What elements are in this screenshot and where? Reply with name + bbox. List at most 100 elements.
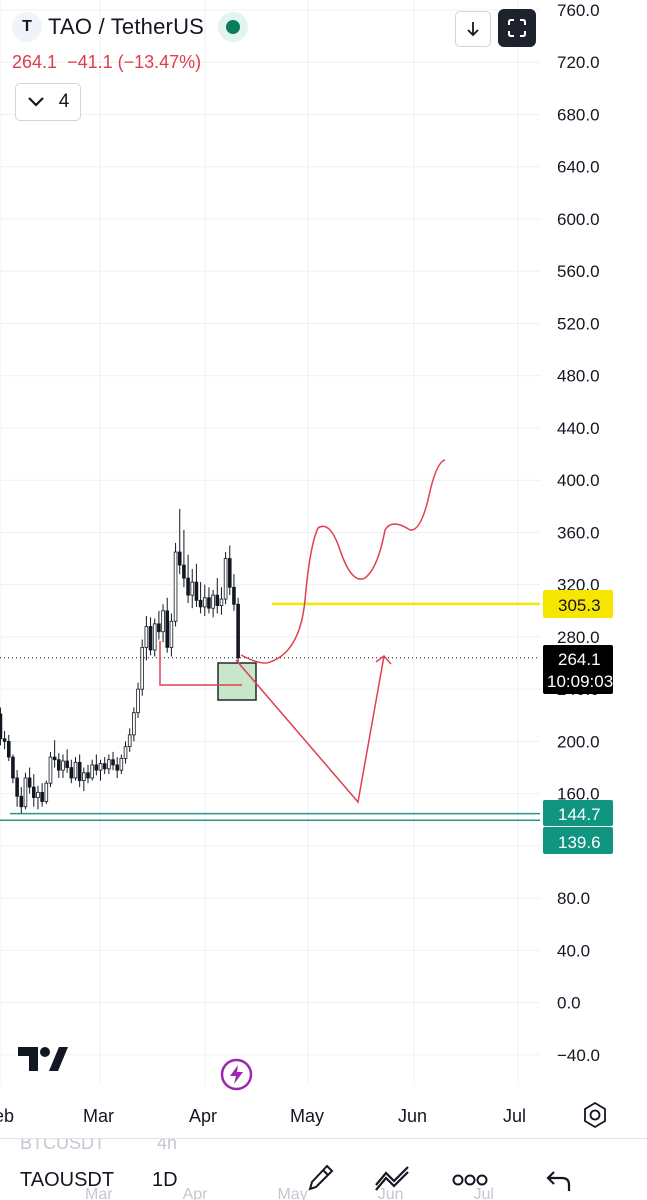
chart-grid — [0, 0, 540, 1085]
candle-body — [102, 763, 107, 770]
candle-body — [194, 581, 199, 601]
candle-body — [2, 738, 7, 742]
candle-body — [11, 756, 15, 779]
time-axis-tick: Jul — [503, 1106, 526, 1126]
candle-body — [223, 558, 228, 600]
price-axis-tick: 440.0 — [557, 419, 600, 438]
candle-body — [127, 734, 132, 748]
time-axis: eb Mar Apr May Jun Jul — [0, 1106, 526, 1126]
price-axis-tick: 160.0 — [557, 785, 600, 804]
symbol-title[interactable]: TAO / TetherUS — [48, 14, 205, 39]
fullscreen-button[interactable] — [498, 9, 536, 47]
candle-body — [157, 623, 161, 633]
price-axis-tick: 560.0 — [557, 262, 600, 281]
candle-body — [90, 764, 94, 779]
candle-body — [148, 626, 153, 651]
time-axis-tick: May — [290, 1106, 324, 1126]
candle-body — [61, 760, 65, 771]
ghost-month: Jun — [377, 1186, 404, 1200]
candle-body — [57, 759, 61, 771]
candle-body — [111, 759, 115, 766]
candle-body — [186, 577, 190, 596]
ghost-month: Apr — [182, 1186, 208, 1200]
symbol-selector-button[interactable]: TAOUSDT — [20, 1169, 115, 1191]
ghost-time-axis: Mar Apr May Jun Jul — [85, 1186, 494, 1200]
candle-body — [144, 626, 149, 648]
price-axis-tick: 520.0 — [557, 314, 600, 333]
price-axis-tick: 720.0 — [557, 53, 600, 72]
price-axis-tick: −40.0 — [557, 1046, 600, 1065]
candle-body — [211, 594, 215, 609]
candle-body — [23, 777, 28, 808]
candle-body — [123, 746, 128, 759]
flash-button[interactable] — [220, 1058, 253, 1096]
time-axis-tick: Mar — [83, 1106, 114, 1126]
interval-selector-button[interactable]: 1D — [152, 1169, 178, 1191]
download-button[interactable] — [455, 11, 491, 47]
previous-symbol-ghost: BTCUSDT 4h — [20, 1139, 177, 1154]
support-lower-label-bg — [543, 827, 613, 854]
brush-tool-button[interactable] — [305, 1163, 335, 1198]
candle-body — [177, 551, 182, 566]
candle-body — [0, 713, 3, 740]
undo-icon — [546, 1171, 571, 1191]
accumulation-zone-box[interactable] — [217, 662, 257, 701]
price-axis-tick: 320.0 — [557, 576, 600, 595]
projection-arrowhead — [375, 654, 392, 665]
candle-body — [27, 777, 32, 788]
candlestick-series — [0, 508, 240, 814]
candle-body — [136, 688, 140, 714]
flash-icon — [220, 1058, 253, 1091]
fullscreen-icon — [508, 19, 526, 37]
candle-body — [6, 741, 11, 758]
support-upper-label-bg — [543, 800, 613, 826]
more-icon — [452, 1174, 488, 1186]
market-status-icon[interactable] — [218, 12, 249, 42]
candle-body — [82, 772, 86, 781]
price-axis-tick: 640.0 — [557, 158, 600, 177]
candle-body — [73, 761, 78, 779]
yellow-level-label: 305.3 — [558, 596, 601, 615]
price-axis-tick: 600.0 — [557, 210, 600, 229]
candle-body — [52, 756, 57, 761]
candle-body — [219, 598, 224, 606]
time-axis-tick: Apr — [189, 1106, 217, 1126]
chart-settings-button[interactable] — [580, 1100, 610, 1135]
candle-body — [69, 767, 74, 779]
price-axis-tick: 80.0 — [557, 889, 590, 908]
price-axis-tick: 400.0 — [557, 471, 600, 490]
tradingview-logo-icon — [18, 1047, 68, 1071]
last-price-label: 264.1 — [558, 650, 601, 669]
chevron-down-icon — [27, 97, 44, 107]
indicators-toggle-button[interactable]: 4 — [15, 83, 81, 121]
candle-body — [198, 599, 203, 608]
tradingview-logo[interactable] — [18, 1045, 68, 1078]
download-icon — [467, 22, 479, 37]
bottom-toolbar: BTCUSDT 4h Mar Apr May Jun Jul TAOUSDT 1… — [0, 1138, 647, 1200]
symbol-header[interactable]: T TAO / TetherUS — [12, 12, 249, 42]
bearish-projection-path[interactable] — [235, 655, 385, 804]
bullish-projection-path[interactable] — [240, 459, 446, 664]
candle-body — [77, 761, 82, 781]
horizontal-lines — [0, 602, 540, 822]
range-bracket-line[interactable] — [159, 641, 242, 686]
candle-body — [182, 564, 186, 579]
undo-button[interactable] — [545, 1169, 573, 1198]
candle-body — [161, 610, 165, 633]
gear-icon — [584, 1101, 606, 1129]
ghost-month: Mar — [85, 1186, 113, 1200]
candle-body — [232, 586, 236, 605]
candle-body — [15, 777, 19, 797]
price-axis-tick: 200.0 — [557, 732, 600, 751]
more-tools-button[interactable] — [452, 1173, 488, 1191]
symbol-logo: T — [12, 12, 42, 42]
drawing-tools-button[interactable] — [374, 1163, 412, 1198]
candle-body — [19, 795, 24, 808]
candle-body — [86, 772, 90, 779]
candle-body — [31, 786, 36, 798]
price-change: −41.1 (−13.47%) — [67, 52, 202, 72]
candle-body — [165, 610, 170, 648]
market-open-dot — [226, 20, 241, 34]
